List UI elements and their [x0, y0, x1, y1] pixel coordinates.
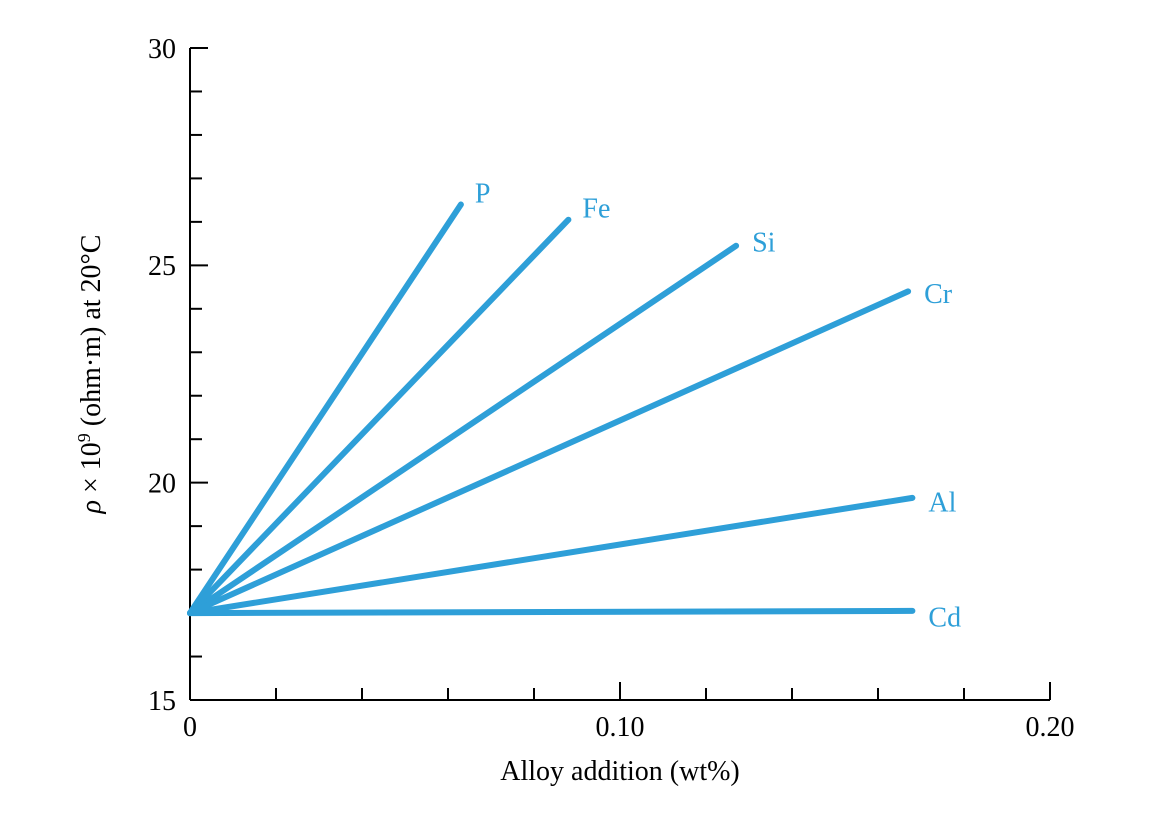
y-tick-label: 15 — [148, 686, 176, 717]
series-line-al — [190, 498, 912, 613]
y-tick-label: 25 — [148, 251, 176, 282]
resistivity-chart: 15 20 25 30 0 0.10 0.20 Alloy addition (wt%) ρ ×… — [0, 0, 1149, 828]
series-label-cr: Cr — [924, 279, 953, 310]
series-label-al: Al — [928, 488, 956, 519]
x-tick-label: 0.20 — [1026, 712, 1075, 743]
chart-svg: 15 20 25 30 0 0.10 0.20 Alloy addition (wt%) ρ ×… — [0, 0, 1149, 828]
series-label-si: Si — [752, 228, 776, 259]
series-line-si — [190, 246, 736, 613]
series-label-p: P — [475, 178, 491, 209]
y-axis-label: ρ × 109 (ohm·m) at 20°C — [74, 235, 107, 515]
series-label-fe: Fe — [582, 193, 610, 224]
series-label-cd: Cd — [928, 603, 961, 634]
series-line-cd — [190, 611, 912, 613]
y-tick-label: 20 — [148, 468, 176, 499]
x-tick-label: 0.10 — [596, 712, 645, 743]
y-tick-label: 30 — [148, 34, 176, 65]
x-tick-label: 0 — [183, 712, 197, 743]
x-axis-label: Alloy addition (wt%) — [500, 756, 740, 787]
series-line-fe — [190, 220, 568, 613]
